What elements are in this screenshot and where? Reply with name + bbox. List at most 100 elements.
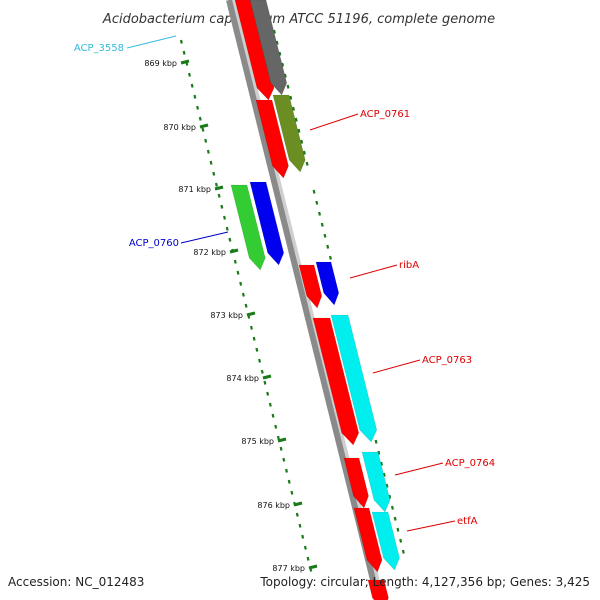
ring-dot xyxy=(274,424,278,429)
gene-feature-cyan-2[interactable] xyxy=(361,451,391,513)
ring-dot xyxy=(214,182,218,187)
ring-dot xyxy=(209,160,213,165)
tick-mark xyxy=(308,564,318,570)
ring-dot xyxy=(278,51,282,56)
leader-line xyxy=(349,264,398,279)
gene-feature-acp0763[interactable] xyxy=(312,317,360,446)
ring-dot xyxy=(255,347,259,352)
ring-dot xyxy=(233,259,237,264)
ring-dot xyxy=(193,94,197,99)
ring-dot xyxy=(225,226,229,231)
ring-dot xyxy=(275,40,279,45)
genome-backbone xyxy=(226,0,381,600)
ring-dot xyxy=(196,105,200,110)
gene-labels: ACP_3558 ACP_0761 ACP_0760 ribA ACP_0763 ACP_… xyxy=(74,35,495,532)
ring-dot xyxy=(268,402,272,407)
gene-label[interactable]: ribA xyxy=(399,260,419,271)
gene-feature-etfa[interactable] xyxy=(353,507,383,573)
topology-text: Topology: circular; Length: 4,127,356 bp… xyxy=(259,575,590,589)
ring-dot xyxy=(300,139,304,144)
ring-dot xyxy=(228,237,232,242)
ring-dot xyxy=(393,516,397,521)
ring-dot xyxy=(380,461,384,466)
ring-dot xyxy=(388,494,392,499)
ring-dot xyxy=(297,128,301,133)
ring-dot xyxy=(390,505,394,510)
map-title: Acidobacterium capsulatum ATCC 51196, co… xyxy=(102,12,495,27)
gene-feature-acp0760[interactable] xyxy=(230,184,266,271)
tick-mark xyxy=(229,248,239,254)
tick-mark xyxy=(246,311,256,317)
leader-line xyxy=(372,359,421,374)
gene-feature-olive[interactable] xyxy=(272,94,306,173)
ring-dot xyxy=(292,106,295,111)
leader-line xyxy=(394,462,444,476)
ring-dot xyxy=(320,222,324,227)
gene-feature-acp0761[interactable] xyxy=(255,99,289,179)
tick-label: 877 kbp xyxy=(272,564,305,573)
gene-feature-cyan[interactable] xyxy=(330,314,378,443)
gene-label[interactable]: ACP_0760 xyxy=(129,238,179,249)
ring-dot xyxy=(290,490,294,495)
ring-dot xyxy=(239,281,243,286)
gene-feature-blue[interactable] xyxy=(249,181,285,266)
gene-label[interactable]: ACP_3558 xyxy=(74,43,124,54)
tick-label: 869 kbp xyxy=(144,59,177,68)
tick-label: 872 kbp xyxy=(193,248,226,257)
ring-dot xyxy=(263,380,267,385)
ring-dot xyxy=(282,457,286,462)
tick-label: 875 kbp xyxy=(241,437,274,446)
ring-dot xyxy=(223,215,226,220)
ring-dot xyxy=(212,171,216,176)
ring-dot xyxy=(179,39,183,44)
ring-dot xyxy=(286,84,290,89)
tick-mark xyxy=(214,185,224,191)
ring-dot xyxy=(241,292,245,297)
ring-dot xyxy=(281,62,285,67)
gene-label[interactable]: ACP_0763 xyxy=(422,355,472,366)
gene-label[interactable]: ACP_0764 xyxy=(445,458,495,469)
ring-dot xyxy=(318,211,322,216)
ring-dot xyxy=(401,549,405,554)
tick-mark xyxy=(180,59,190,65)
gene-feature-cyan-3[interactable] xyxy=(371,511,400,571)
tick-label: 870 kbp xyxy=(163,123,196,132)
accession-text: Accession: NC_012483 xyxy=(8,575,144,589)
ring-dot xyxy=(396,527,400,532)
ring-dot xyxy=(302,150,306,155)
tick-mark xyxy=(277,437,287,443)
ring-dot xyxy=(377,450,381,455)
tick-mark xyxy=(293,501,303,507)
tick-label: 873 kbp xyxy=(210,311,243,320)
gene-feature-red-bottom[interactable] xyxy=(367,579,389,600)
gene-feature-blue-2[interactable] xyxy=(315,261,340,306)
ring-dot xyxy=(258,358,262,363)
gene-label[interactable]: ACP_0761 xyxy=(360,109,410,120)
gene-label[interactable]: etfA xyxy=(457,516,478,527)
ring-dot xyxy=(399,538,403,543)
ring-dot xyxy=(188,72,191,77)
ring-dot xyxy=(190,83,194,88)
ring-dot xyxy=(260,369,264,374)
gene-feature-acp0764[interactable] xyxy=(343,457,369,509)
ring-dot xyxy=(289,95,293,100)
ring-dot xyxy=(287,479,291,484)
ring-dot xyxy=(276,435,280,440)
ring-dot xyxy=(217,193,221,198)
ring-dot xyxy=(283,73,287,78)
ring-dot xyxy=(312,189,316,194)
ring-dot xyxy=(315,200,319,205)
gene-feature-red[interactable] xyxy=(234,0,275,101)
ring-dot xyxy=(271,413,275,418)
ring-dot xyxy=(252,336,256,341)
ring-dot xyxy=(198,116,202,121)
ring-dot xyxy=(328,255,332,260)
gene-feature-gray[interactable] xyxy=(249,0,288,96)
tick-mark xyxy=(199,123,209,129)
ring-dot xyxy=(244,303,248,308)
ring-dot xyxy=(279,446,283,451)
gene-feature-riba[interactable] xyxy=(298,264,323,309)
tick-label: 871 kbp xyxy=(178,185,211,194)
ring-dot xyxy=(272,29,276,34)
